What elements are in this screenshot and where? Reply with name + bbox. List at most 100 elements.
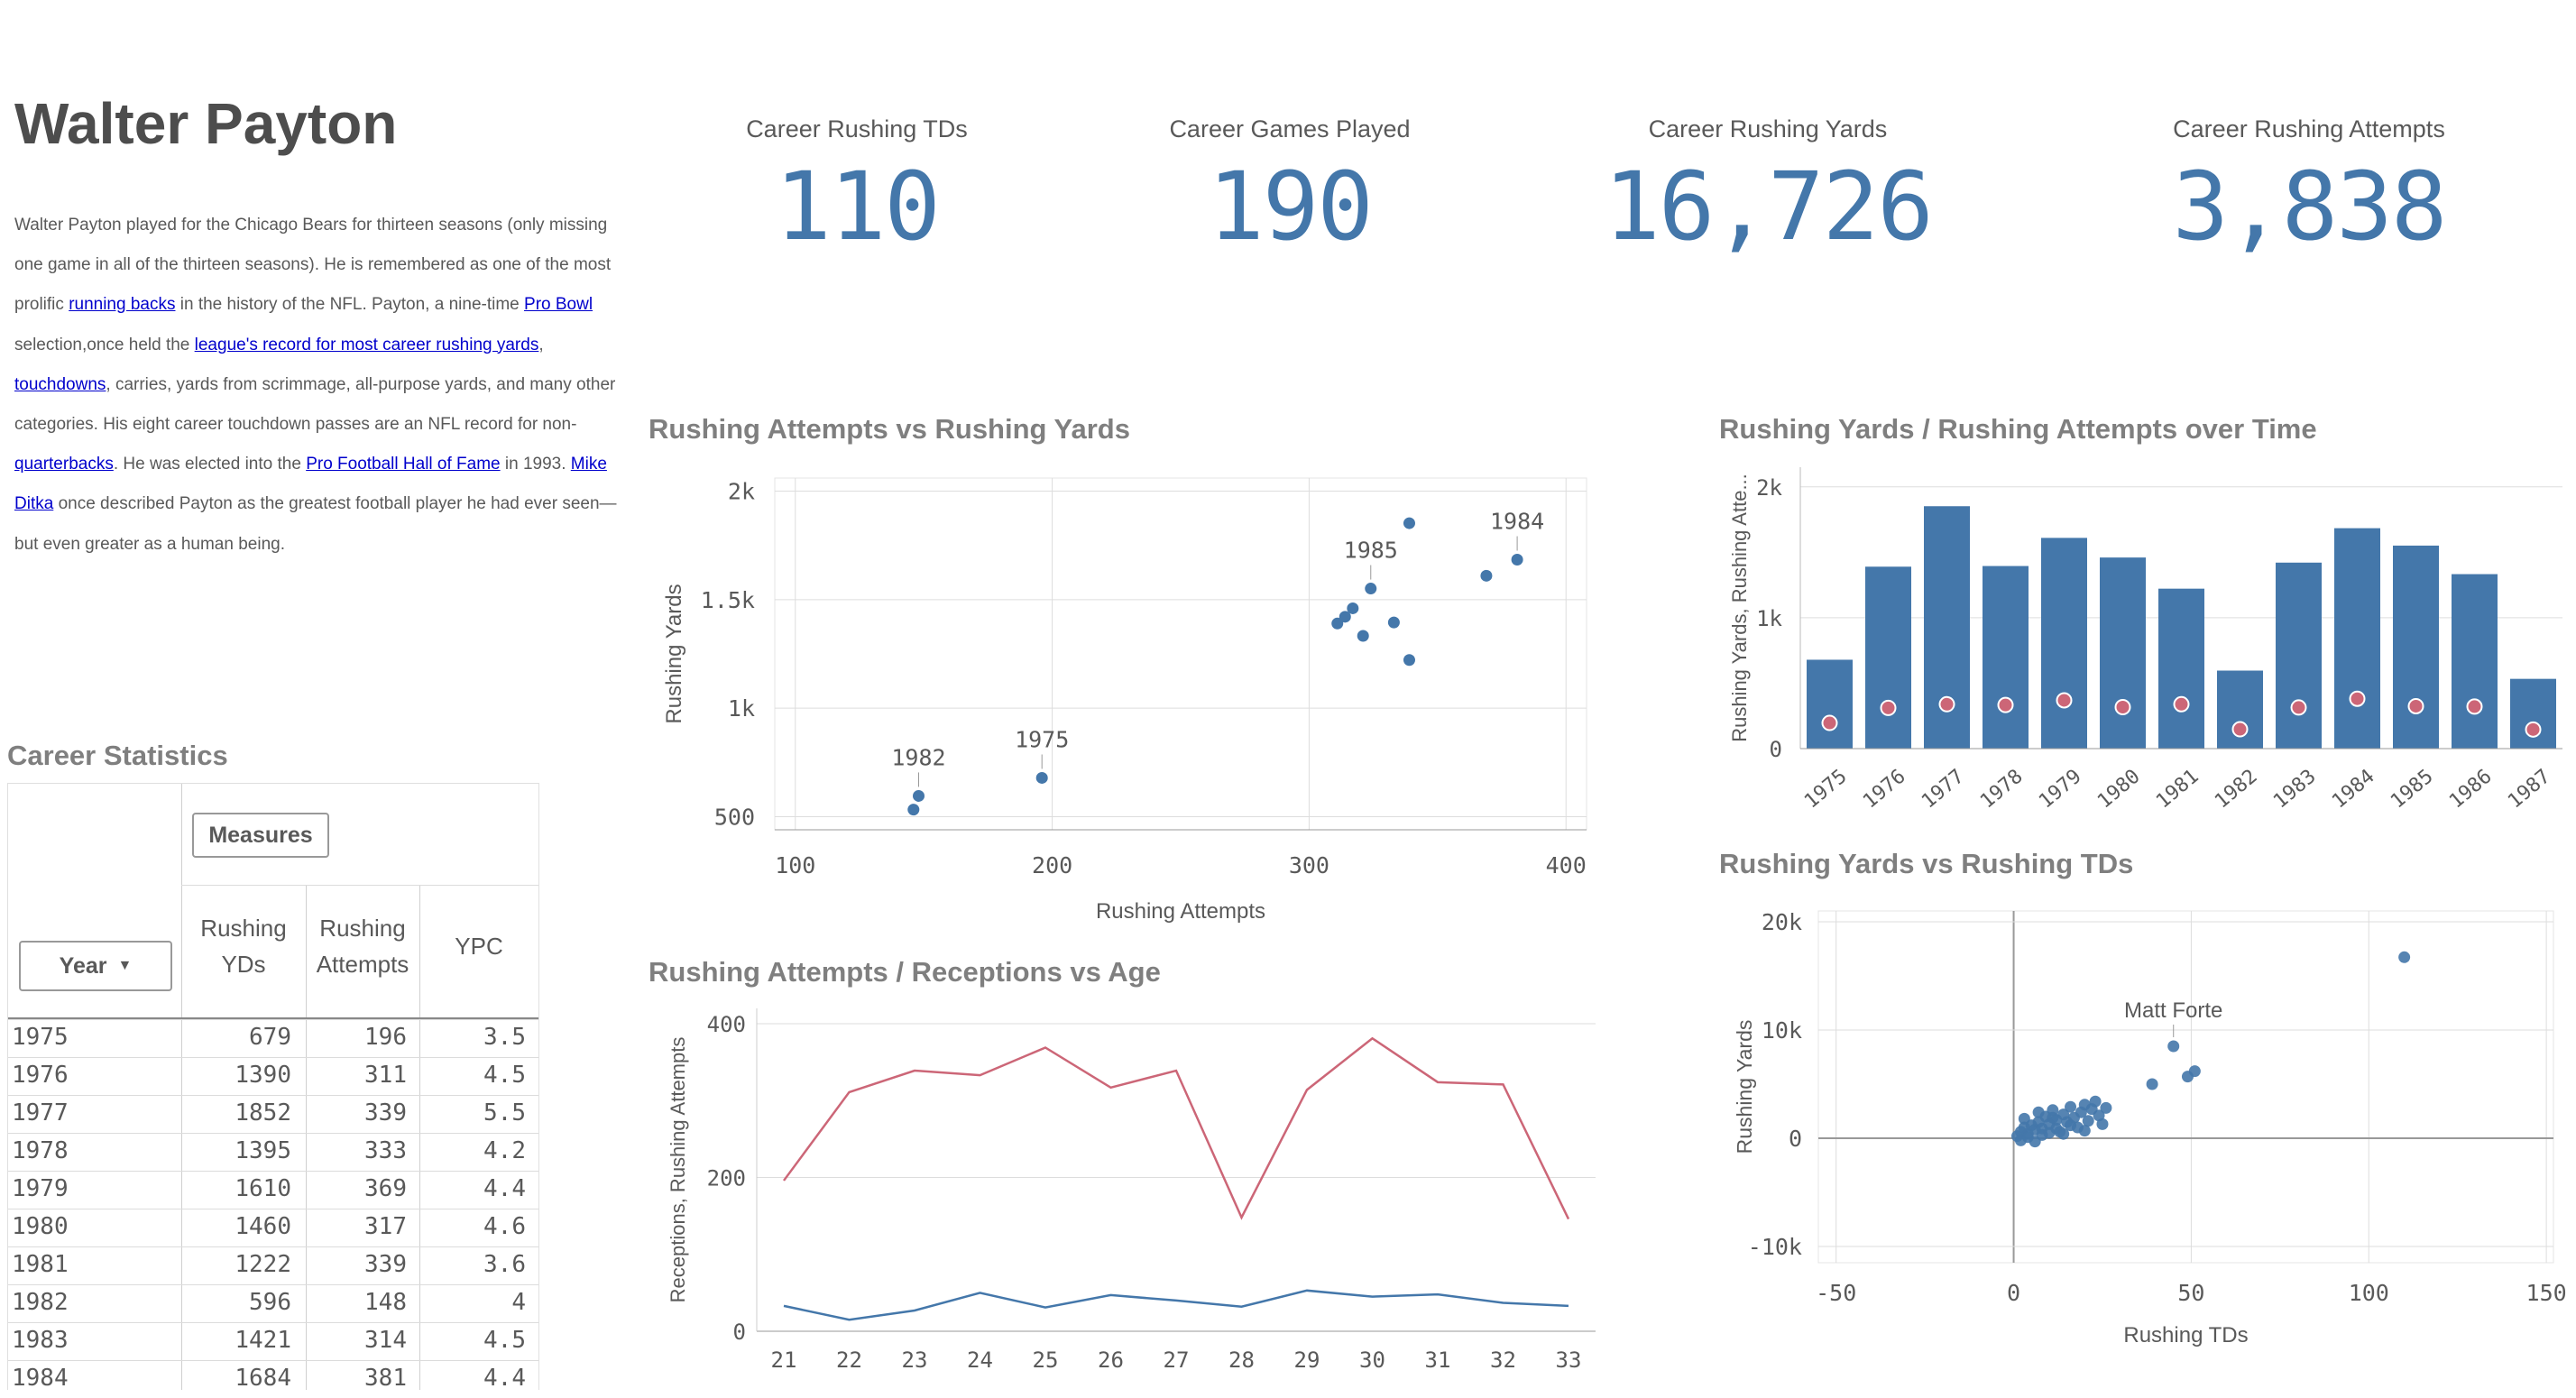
table-row[interactable]: 1980 1460 317 4.6 bbox=[8, 1209, 538, 1247]
header-rushing-attempts[interactable]: Rushing Attempts bbox=[316, 914, 409, 978]
data-point bbox=[1331, 617, 1344, 630]
cell-year: 1982 bbox=[12, 1289, 69, 1316]
x-tick-label: 24 bbox=[967, 1347, 993, 1373]
table-row[interactable]: 1975 679 196 3.5 bbox=[8, 1019, 538, 1058]
y-tick-label: 0 bbox=[1770, 737, 1782, 762]
cell-ypc: 4.6 bbox=[483, 1213, 526, 1240]
point-label: 1985 bbox=[1344, 538, 1398, 564]
cell-rushing-yds: 679 bbox=[249, 1024, 291, 1051]
data-point bbox=[1357, 630, 1369, 642]
x-tick-label: 1984 bbox=[2328, 765, 2379, 813]
data-point bbox=[1403, 517, 1415, 529]
x-tick-label: 1983 bbox=[2269, 765, 2321, 813]
cell-rushing-yds: 1852 bbox=[235, 1099, 291, 1127]
cell-ypc: 4.2 bbox=[483, 1137, 526, 1164]
y-axis-label: Rushing Yards bbox=[662, 584, 686, 723]
table-row[interactable]: 1979 1610 369 4.4 bbox=[8, 1171, 538, 1209]
scatter-attempts-vs-yards[interactable]: 100 200 300 400 500 1k 1.5k 2k Rushing Attempts R… bbox=[649, 460, 1605, 929]
cell-year: 1984 bbox=[12, 1365, 69, 1390]
y-tick-label: 1k bbox=[728, 695, 755, 722]
link-running-backs[interactable]: running backs bbox=[69, 295, 176, 315]
cell-rushing-yds: 1222 bbox=[235, 1251, 291, 1278]
cell-rushing-attempts: 339 bbox=[364, 1251, 407, 1278]
header-ypc[interactable]: YPC bbox=[455, 932, 503, 960]
attempts-marker bbox=[2349, 690, 2366, 707]
bar bbox=[1807, 659, 1853, 749]
bar bbox=[2452, 574, 2498, 749]
year-dropdown[interactable]: Year ▼ bbox=[19, 941, 172, 991]
table-row[interactable]: 1982 596 148 4 bbox=[8, 1284, 538, 1323]
x-tick-label: 400 bbox=[1546, 852, 1587, 878]
x-tick-label: 31 bbox=[1425, 1347, 1451, 1373]
data-point bbox=[1035, 771, 1048, 784]
link-pro-bowl[interactable]: Pro Bowl bbox=[524, 295, 593, 315]
bar bbox=[2158, 588, 2204, 749]
kpi-value: 3,838 bbox=[2172, 152, 2447, 262]
cell-rushing-yds: 1421 bbox=[235, 1327, 291, 1354]
link-mike-ditka[interactable]: Mike Ditka bbox=[14, 455, 607, 514]
cell-ypc: 4 bbox=[511, 1289, 526, 1316]
y-axis-label: Rushing Yards bbox=[1733, 1020, 1756, 1154]
y-axis-label: Rushing Yards, Rushing Atte... bbox=[1728, 474, 1751, 742]
y-axis-label: Receptions, Rushing Attempts bbox=[667, 1037, 689, 1303]
link-hall-of-fame[interactable]: Pro Football Hall of Fame bbox=[306, 455, 501, 474]
data-point bbox=[1403, 654, 1415, 667]
point-label: 1984 bbox=[1490, 509, 1544, 535]
x-tick-label: 25 bbox=[1033, 1347, 1059, 1373]
y-tick-label: 2k bbox=[1756, 475, 1782, 501]
cell-rushing-yds: 1610 bbox=[235, 1175, 291, 1202]
kpi-games-played[interactable]: Career Games Played 190 bbox=[1109, 115, 1470, 253]
header-rushing-yds[interactable]: Rushing YDs bbox=[200, 914, 287, 978]
x-tick-label: 27 bbox=[1164, 1347, 1190, 1373]
x-tick-label: 30 bbox=[1359, 1347, 1385, 1373]
table-row[interactable]: 1977 1852 339 5.5 bbox=[8, 1095, 538, 1134]
data-point bbox=[2089, 1095, 2102, 1108]
table-row[interactable]: 1983 1421 314 4.5 bbox=[8, 1322, 538, 1361]
data-point bbox=[912, 789, 925, 802]
y-tick-label: 0 bbox=[1789, 1126, 1802, 1152]
cell-year: 1983 bbox=[12, 1327, 69, 1354]
kpi-rushing-yards[interactable]: Career Rushing Yards 16,726 bbox=[1542, 115, 1993, 253]
x-tick-label: 21 bbox=[771, 1347, 797, 1373]
x-tick-label: 1975 bbox=[1800, 765, 1852, 813]
cell-ypc: 4.5 bbox=[483, 1062, 526, 1089]
bar bbox=[2510, 678, 2556, 749]
point-label: 1975 bbox=[1015, 726, 1069, 752]
career-stats-table[interactable]: Measures Year ▼ Rushing YDs Rushing Attem… bbox=[7, 783, 539, 1390]
measures-button[interactable]: Measures bbox=[192, 813, 329, 858]
y-tick-label: 2k bbox=[728, 478, 755, 504]
link-rushing-record[interactable]: league's record for most career rushing … bbox=[194, 335, 539, 354]
cell-rushing-attempts: 381 bbox=[364, 1365, 407, 1390]
kpi-rushing-attempts[interactable]: Career Rushing Attempts 3,838 bbox=[2102, 115, 2516, 253]
data-point bbox=[2100, 1101, 2112, 1114]
cell-ypc: 4.4 bbox=[483, 1175, 526, 1202]
chart-title-yards-attempts-time: Rushing Yards / Rushing Attempts over Ti… bbox=[1719, 413, 2317, 445]
line-attempts-receptions-age[interactable]: 0 200 400 21 22 23 24 25 26 27 28 29 30 31 32 33 Recepti… bbox=[649, 999, 1605, 1396]
cell-rushing-yds: 1395 bbox=[235, 1137, 291, 1164]
link-quarterbacks[interactable]: quarterbacks bbox=[14, 455, 114, 474]
data-point bbox=[2065, 1100, 2077, 1113]
x-tick-label: 1982 bbox=[2211, 765, 2262, 813]
receptions-line bbox=[783, 1289, 1569, 1321]
kpi-value: 16,726 bbox=[1604, 152, 1934, 262]
table-row[interactable]: 1978 1395 333 4.2 bbox=[8, 1133, 538, 1172]
scatter-yards-vs-tds[interactable]: -50 0 50 100 150 -10k 0 10k 20k Rushing TDs Rushin… bbox=[1719, 893, 2567, 1380]
kpi-label: Career Rushing Yards bbox=[1648, 115, 1888, 143]
kpi-rushing-tds[interactable]: Career Rushing TDs 110 bbox=[676, 115, 1037, 253]
link-touchdowns[interactable]: touchdowns bbox=[14, 374, 106, 394]
plot-frame bbox=[1817, 910, 2554, 1264]
cell-rushing-yds: 596 bbox=[249, 1289, 291, 1316]
y-tick-label: 200 bbox=[707, 1166, 746, 1191]
plot-frame bbox=[774, 477, 1587, 831]
attempts-marker bbox=[2173, 695, 2190, 713]
table-row[interactable]: 1981 1222 339 3.6 bbox=[8, 1246, 538, 1285]
table-row[interactable]: 1976 1390 311 4.5 bbox=[8, 1057, 538, 1096]
data-point bbox=[2057, 1127, 2070, 1140]
x-axis-label: Rushing TDs bbox=[2123, 1323, 2248, 1347]
kpi-label: Career Rushing Attempts bbox=[2173, 115, 2445, 143]
x-tick-label: -50 bbox=[1816, 1280, 1856, 1306]
chart-title-attempts-vs-yards: Rushing Attempts vs Rushing Yards bbox=[649, 413, 1130, 445]
cell-rushing-attempts: 317 bbox=[364, 1213, 407, 1240]
table-row[interactable]: 1984 1684 381 4.4 bbox=[8, 1360, 538, 1390]
